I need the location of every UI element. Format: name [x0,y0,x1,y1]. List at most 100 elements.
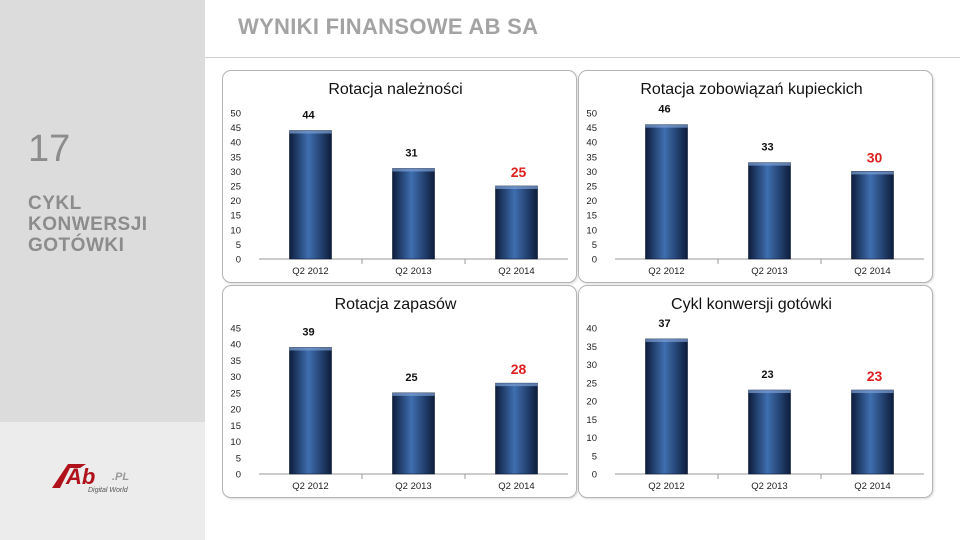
chart-title: Rotacja należności [328,81,462,98]
y-tick-label: 0 [236,470,241,481]
bar [748,389,791,475]
y-tick-label: 35 [586,342,597,353]
logo-text: Ab [65,464,95,489]
header-divider [205,57,960,58]
bar-top-highlight [645,124,688,128]
bar-top-highlight [495,186,538,189]
data-label: 28 [511,361,527,377]
x-category-label: Q2 2013 [395,481,431,492]
logo-tagline: Digital World [88,487,129,494]
y-tick-label: 10 [586,433,597,444]
bar [289,130,332,260]
x-category-label: Q2 2012 [292,481,328,492]
y-tick-label: 20 [230,405,241,416]
chart-receivables: Rotacja należności 0 5 10 15 20 25 30 35 40 45 50 44… [230,81,568,277]
bar [851,389,894,475]
y-tick-label: 5 [592,451,597,462]
chart-panel-inventory: Rotacja zapasów 0 5 10 15 20 25 30 35 40 45 39 Q2 20… [222,285,577,498]
chart-cash-cycle: Cykl konwersji gotówki 0 5 10 15 20 25 30 35 40 37… [586,296,924,492]
section-title: CYKL KONWERSJI GOTÓWKI [28,193,198,256]
chart-title: Rotacja zobowiązań kupieckich [640,81,862,98]
y-tick-label: 40 [586,324,597,335]
y-tick-label: 20 [586,397,597,408]
bar-top-highlight [289,347,332,351]
bar-top-highlight [851,171,894,175]
y-tick-label: 50 [586,109,597,120]
y-tick-label: 50 [230,109,241,120]
bar [645,338,688,475]
x-category-label: Q2 2012 [292,266,328,277]
bar-top-highlight [392,392,435,396]
y-tick-label: 10 [230,437,241,448]
bar [495,185,538,260]
y-tick-label: 5 [236,453,241,464]
chart-panel-payables: Rotacja zobowiązań kupieckich 0 5 10 15 20 25 3… [578,70,933,283]
data-label: 37 [658,318,670,330]
sidebar [0,0,205,540]
data-label: 33 [761,142,773,154]
y-tick-label: 20 [230,196,241,207]
x-category-label: Q2 2014 [498,266,534,277]
y-tick-label: 30 [586,360,597,371]
y-tick-label: 20 [586,196,597,207]
section-title-line: GOTÓWKI [28,235,125,256]
bar-top-highlight [645,338,688,342]
bar [289,347,332,475]
page-title: WYNIKI FINANSOWE AB SA [238,14,539,39]
data-label: 25 [405,372,417,384]
data-label: 46 [658,104,670,116]
data-label: 23 [867,368,883,384]
y-tick-label: 40 [230,340,241,351]
bar [392,168,435,260]
bar [748,162,791,260]
logo-suffix: .PL [112,471,129,483]
y-tick-label: 25 [230,182,241,193]
bar-top-highlight [495,383,538,387]
y-tick-label: 30 [230,372,241,383]
x-category-label: Q2 2012 [648,266,684,277]
y-tick-label: 0 [592,255,597,266]
y-tick-label: 35 [230,356,241,367]
y-tick-label: 0 [592,470,597,481]
y-tick-label: 15 [586,415,597,426]
y-tick-label: 25 [586,182,597,193]
y-tick-label: 40 [230,138,241,149]
bar-top-highlight [748,390,791,394]
bar-top-highlight [748,162,791,166]
data-label: 30 [867,149,883,165]
chart-panel-receivables: Rotacja należności 0 5 10 15 20 25 30 35 40 45 50 44… [222,70,577,283]
bar-top-highlight [289,130,332,134]
y-tick-label: 25 [586,378,597,389]
bar-top-highlight [851,390,894,394]
y-tick-label: 15 [230,211,241,222]
y-tick-label: 45 [230,324,241,335]
slide-number: 17 [28,128,71,170]
sidebar-top-band [0,0,205,422]
bar [392,392,435,475]
y-tick-label: 45 [230,123,241,134]
y-tick-label: 10 [230,225,241,236]
bar [645,124,688,260]
y-tick-label: 30 [230,167,241,178]
x-category-label: Q2 2012 [648,481,684,492]
chart-inventory: Rotacja zapasów 0 5 10 15 20 25 30 35 40 45 39 Q2 20… [230,296,568,492]
section-title-line: KONWERSJI [28,214,148,235]
bar-top-highlight [392,168,435,172]
data-label: 31 [405,147,417,159]
sidebar-bottom-band [0,422,205,540]
y-tick-label: 25 [230,388,241,399]
data-label: 44 [302,110,315,122]
y-tick-label: 35 [586,152,597,163]
bar [495,382,538,475]
chart-payables: Rotacja zobowiązań kupieckich 0 5 10 15 20 25 3… [586,81,924,277]
y-tick-label: 10 [586,225,597,236]
x-category-label: Q2 2013 [395,266,431,277]
bar [851,171,894,260]
chart-title: Rotacja zapasów [335,296,457,313]
data-label: 39 [302,326,314,338]
x-category-label: Q2 2014 [854,266,890,277]
company-logo: Ab .PL Digital World [52,464,129,494]
x-category-label: Q2 2013 [751,266,787,277]
logo-swoosh-icon [52,464,86,488]
y-tick-label: 5 [592,240,597,251]
